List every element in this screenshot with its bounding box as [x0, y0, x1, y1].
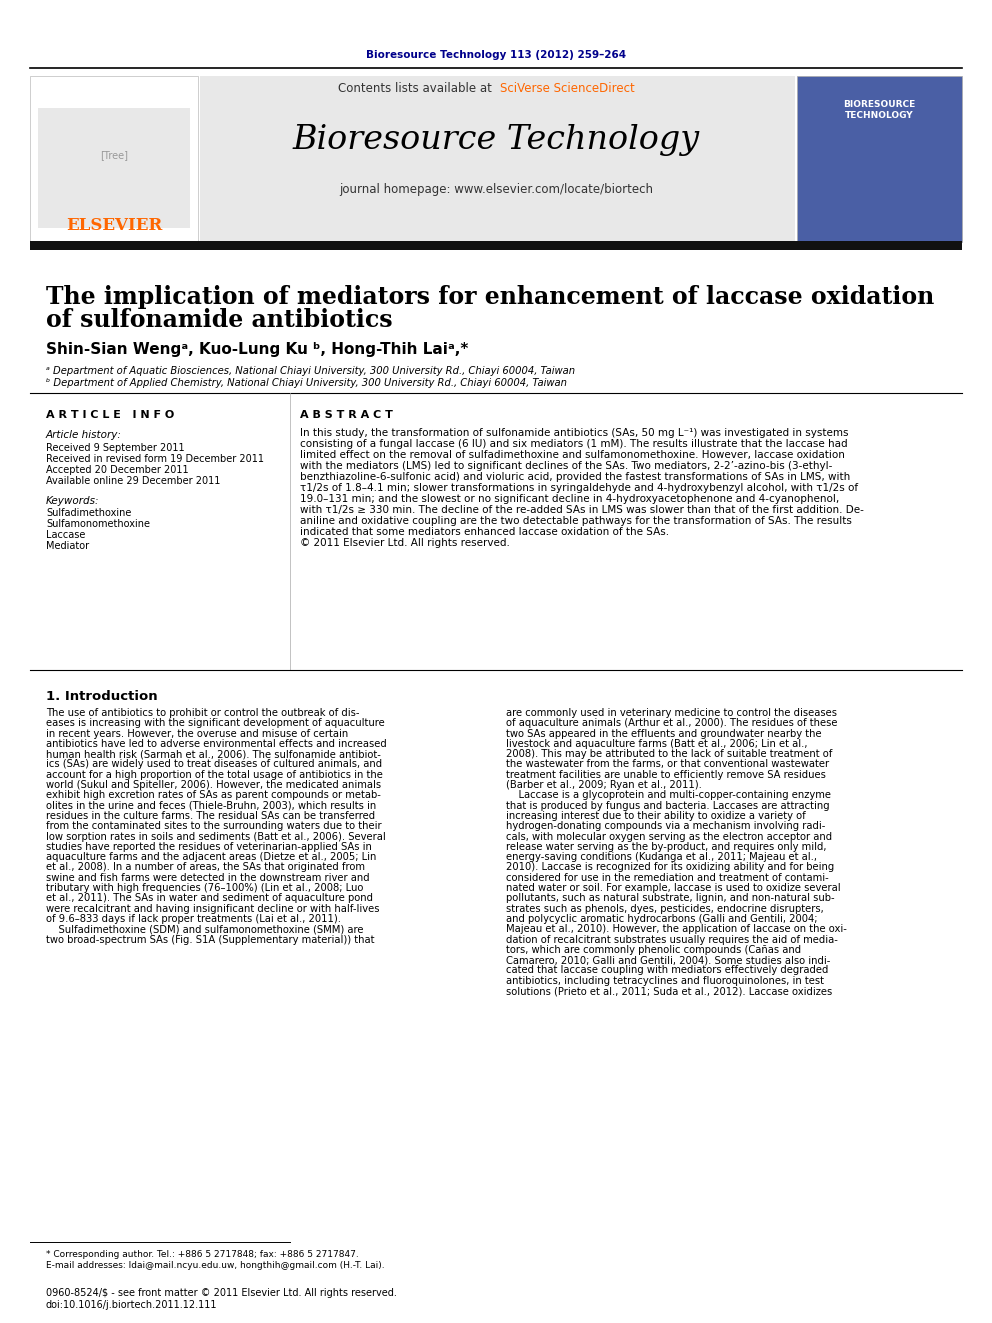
Text: hydrogen-donating compounds via a mechanism involving radi-: hydrogen-donating compounds via a mechan… [506, 822, 825, 831]
Text: consisting of a fungal laccase (6 IU) and six mediators (1 mM). The results illu: consisting of a fungal laccase (6 IU) an… [300, 439, 847, 448]
Text: 2008). This may be attributed to the lack of suitable treatment of: 2008). This may be attributed to the lac… [506, 749, 832, 759]
Text: limited effect on the removal of sulfadimethoxine and sulfamonomethoxine. Howeve: limited effect on the removal of sulfadi… [300, 450, 845, 460]
Text: τ1/2s of 1.8–4.1 min; slower transformations in syringaldehyde and 4-hydroxybenz: τ1/2s of 1.8–4.1 min; slower transformat… [300, 483, 858, 493]
Text: BIORESOURCE
TECHNOLOGY: BIORESOURCE TECHNOLOGY [843, 99, 916, 120]
Text: eases is increasing with the significant development of aquaculture: eases is increasing with the significant… [46, 718, 385, 728]
Text: antibiotics, including tetracyclines and fluoroquinolones, in test: antibiotics, including tetracyclines and… [506, 976, 824, 986]
Text: ᵃ Department of Aquatic Biosciences, National Chiayi University, 300 University : ᵃ Department of Aquatic Biosciences, Nat… [46, 366, 575, 376]
Text: ics (SAs) are widely used to treat diseases of cultured animals, and: ics (SAs) are widely used to treat disea… [46, 759, 382, 770]
Text: A R T I C L E   I N F O: A R T I C L E I N F O [46, 410, 175, 419]
Text: Sulfadimethoxine: Sulfadimethoxine [46, 508, 131, 519]
Text: aquaculture farms and the adjacent areas (Dietze et al., 2005; Lin: aquaculture farms and the adjacent areas… [46, 852, 376, 863]
Text: Laccase is a glycoprotein and multi-copper-containing enzyme: Laccase is a glycoprotein and multi-copp… [506, 790, 831, 800]
Text: exhibit high excretion rates of SAs as parent compounds or metab-: exhibit high excretion rates of SAs as p… [46, 790, 381, 800]
Text: Sulfadimethoxine (SDM) and sulfamonomethoxine (SMM) are: Sulfadimethoxine (SDM) and sulfamonometh… [46, 925, 363, 934]
Text: Majeau et al., 2010). However, the application of laccase on the oxi-: Majeau et al., 2010). However, the appli… [506, 925, 847, 934]
Text: in recent years. However, the overuse and misuse of certain: in recent years. However, the overuse an… [46, 729, 348, 738]
Text: Article history:: Article history: [46, 430, 122, 441]
Text: olites in the urine and feces (Thiele-Bruhn, 2003), which results in: olites in the urine and feces (Thiele-Br… [46, 800, 376, 811]
Text: Bioresource Technology: Bioresource Technology [293, 124, 699, 156]
Text: E-mail addresses: ldai@mail.ncyu.edu.uw, hongthih@gmail.com (H.-T. Lai).: E-mail addresses: ldai@mail.ncyu.edu.uw,… [46, 1261, 385, 1270]
Text: livestock and aquaculture farms (Batt et al., 2006; Lin et al.,: livestock and aquaculture farms (Batt et… [506, 740, 807, 749]
Text: of sulfonamide antibiotics: of sulfonamide antibiotics [46, 308, 393, 332]
Bar [30, 75, 198, 242]
Bar [38, 108, 190, 228]
Text: low sorption rates in soils and sediments (Batt et al., 2006). Several: low sorption rates in soils and sediment… [46, 832, 386, 841]
Text: increasing interest due to their ability to oxidize a variety of: increasing interest due to their ability… [506, 811, 806, 822]
Text: energy-saving conditions (Kudanga et al., 2011; Majeau et al.,: energy-saving conditions (Kudanga et al.… [506, 852, 817, 863]
Text: ELSEVIER: ELSEVIER [65, 217, 162, 233]
Text: release water serving as the by-product, and requires only mild,: release water serving as the by-product,… [506, 841, 826, 852]
Text: Keywords:: Keywords: [46, 496, 99, 505]
Text: 19.0–131 min; and the slowest or no significant decline in 4-hydroxyacetophenone: 19.0–131 min; and the slowest or no sign… [300, 493, 839, 504]
Text: are commonly used in veterinary medicine to control the diseases: are commonly used in veterinary medicine… [506, 708, 837, 718]
Text: journal homepage: www.elsevier.com/locate/biortech: journal homepage: www.elsevier.com/locat… [339, 184, 653, 197]
Text: world (Sukul and Spiteller, 2006). However, the medicated animals: world (Sukul and Spiteller, 2006). Howev… [46, 781, 381, 790]
Text: (Barber et al., 2009; Ryan et al., 2011).: (Barber et al., 2009; Ryan et al., 2011)… [506, 781, 702, 790]
Text: Laccase: Laccase [46, 531, 85, 540]
Text: studies have reported the residues of veterinarian-applied SAs in: studies have reported the residues of ve… [46, 841, 372, 852]
Text: treatment facilities are unable to efficiently remove SA residues: treatment facilities are unable to effic… [506, 770, 826, 779]
Text: 0960-8524/$ - see front matter © 2011 Elsevier Ltd. All rights reserved.: 0960-8524/$ - see front matter © 2011 El… [46, 1289, 397, 1298]
Text: the wastewater from the farms, or that conventional wastewater: the wastewater from the farms, or that c… [506, 759, 829, 770]
Text: with the mediators (LMS) led to significant declines of the SAs. Two mediators, : with the mediators (LMS) led to signific… [300, 460, 832, 471]
Text: 1. Introduction: 1. Introduction [46, 691, 158, 703]
Text: were recalcitrant and having insignificant decline or with half-lives: were recalcitrant and having insignifica… [46, 904, 380, 914]
Text: strates such as phenols, dyes, pesticides, endocrine disrupters,: strates such as phenols, dyes, pesticide… [506, 904, 823, 914]
Text: Shin-Sian Wengᵃ, Kuo-Lung Ku ᵇ, Hong-Thih Laiᵃ,*: Shin-Sian Wengᵃ, Kuo-Lung Ku ᵇ, Hong-Thi… [46, 343, 468, 357]
Text: © 2011 Elsevier Ltd. All rights reserved.: © 2011 Elsevier Ltd. All rights reserved… [300, 538, 510, 548]
Text: Contents lists available at: Contents lists available at [338, 82, 496, 94]
Text: cals, with molecular oxygen serving as the electron acceptor and: cals, with molecular oxygen serving as t… [506, 832, 832, 841]
Bar [797, 75, 962, 242]
Text: that is produced by fungus and bacteria. Laccases are attracting: that is produced by fungus and bacteria.… [506, 800, 829, 811]
Text: residues in the culture farms. The residual SAs can be transferred: residues in the culture farms. The resid… [46, 811, 375, 822]
Text: dation of recalcitrant substrates usually requires the aid of media-: dation of recalcitrant substrates usuall… [506, 934, 838, 945]
Bar [200, 75, 795, 242]
Text: aniline and oxidative coupling are the two detectable pathways for the transform: aniline and oxidative coupling are the t… [300, 516, 852, 527]
Text: pollutants, such as natural substrate, lignin, and non-natural sub-: pollutants, such as natural substrate, l… [506, 893, 834, 904]
Text: Sulfamonomethoxine: Sulfamonomethoxine [46, 519, 150, 529]
Text: * Corresponding author. Tel.: +886 5 2717848; fax: +886 5 2717847.: * Corresponding author. Tel.: +886 5 271… [46, 1250, 359, 1259]
Text: two SAs appeared in the effluents and groundwater nearby the: two SAs appeared in the effluents and gr… [506, 729, 821, 738]
Text: considered for use in the remediation and treatment of contami-: considered for use in the remediation an… [506, 873, 828, 882]
Text: Available online 29 December 2011: Available online 29 December 2011 [46, 476, 220, 486]
Text: doi:10.1016/j.biortech.2011.12.111: doi:10.1016/j.biortech.2011.12.111 [46, 1301, 217, 1310]
Text: from the contaminated sites to the surrounding waters due to their: from the contaminated sites to the surro… [46, 822, 382, 831]
Text: Received 9 September 2011: Received 9 September 2011 [46, 443, 185, 452]
Text: In this study, the transformation of sulfonamide antibiotics (SAs, 50 mg L⁻¹) wa: In this study, the transformation of sul… [300, 429, 848, 438]
Text: ᵇ Department of Applied Chemistry, National Chiayi University, 300 University Rd: ᵇ Department of Applied Chemistry, Natio… [46, 378, 567, 388]
Text: SciVerse ScienceDirect: SciVerse ScienceDirect [500, 82, 635, 94]
Text: antibiotics have led to adverse environmental effects and increased: antibiotics have led to adverse environm… [46, 740, 387, 749]
Text: 2010). Laccase is recognized for its oxidizing ability and for being: 2010). Laccase is recognized for its oxi… [506, 863, 834, 872]
Text: solutions (Prieto et al., 2011; Suda et al., 2012). Laccase oxidizes: solutions (Prieto et al., 2011; Suda et … [506, 986, 832, 996]
Text: tributary with high frequencies (76–100%) (Lin et al., 2008; Luo: tributary with high frequencies (76–100%… [46, 882, 363, 893]
Bar [30, 241, 962, 250]
Text: benzthiazoline-6-sulfonic acid) and violuric acid, provided the fastest transfor: benzthiazoline-6-sulfonic acid) and viol… [300, 472, 850, 482]
Text: et al., 2011). The SAs in water and sediment of aquaculture pond: et al., 2011). The SAs in water and sedi… [46, 893, 373, 904]
Text: Mediator: Mediator [46, 541, 89, 550]
Text: Accepted 20 December 2011: Accepted 20 December 2011 [46, 464, 188, 475]
Text: account for a high proportion of the total usage of antibiotics in the: account for a high proportion of the tot… [46, 770, 383, 779]
Text: nated water or soil. For example, laccase is used to oxidize several: nated water or soil. For example, laccas… [506, 882, 840, 893]
Text: of 9.6–833 days if lack proper treatments (Lai et al., 2011).: of 9.6–833 days if lack proper treatment… [46, 914, 341, 923]
Text: with τ1/2s ≥ 330 min. The decline of the re-added SAs in LMS was slower than tha: with τ1/2s ≥ 330 min. The decline of the… [300, 505, 864, 515]
Text: two broad-spectrum SAs (Fig. S1A (Supplementary material)) that: two broad-spectrum SAs (Fig. S1A (Supple… [46, 934, 375, 945]
Text: of aquaculture animals (Arthur et al., 2000). The residues of these: of aquaculture animals (Arthur et al., 2… [506, 718, 837, 728]
Text: [Tree]: [Tree] [100, 149, 128, 160]
Text: Camarero, 2010; Galli and Gentili, 2004). Some studies also indi-: Camarero, 2010; Galli and Gentili, 2004)… [506, 955, 830, 966]
Text: Bioresource Technology 113 (2012) 259–264: Bioresource Technology 113 (2012) 259–26… [366, 50, 626, 60]
Text: The implication of mediators for enhancement of laccase oxidation: The implication of mediators for enhance… [46, 284, 934, 310]
Text: human health risk (Sarmah et al., 2006). The sulfonamide antibiot-: human health risk (Sarmah et al., 2006).… [46, 749, 381, 759]
Text: Received in revised form 19 December 2011: Received in revised form 19 December 201… [46, 454, 264, 464]
Text: cated that laccase coupling with mediators effectively degraded: cated that laccase coupling with mediato… [506, 966, 828, 975]
Text: swine and fish farms were detected in the downstream river and: swine and fish farms were detected in th… [46, 873, 370, 882]
Text: tors, which are commonly phenolic compounds (Cañas and: tors, which are commonly phenolic compou… [506, 945, 802, 955]
Text: and polycyclic aromatic hydrocarbons (Galli and Gentili, 2004;: and polycyclic aromatic hydrocarbons (Ga… [506, 914, 817, 923]
Text: A B S T R A C T: A B S T R A C T [300, 410, 393, 419]
Text: The use of antibiotics to prohibit or control the outbreak of dis-: The use of antibiotics to prohibit or co… [46, 708, 359, 718]
Text: et al., 2008). In a number of areas, the SAs that originated from: et al., 2008). In a number of areas, the… [46, 863, 365, 872]
Text: indicated that some mediators enhanced laccase oxidation of the SAs.: indicated that some mediators enhanced l… [300, 527, 670, 537]
